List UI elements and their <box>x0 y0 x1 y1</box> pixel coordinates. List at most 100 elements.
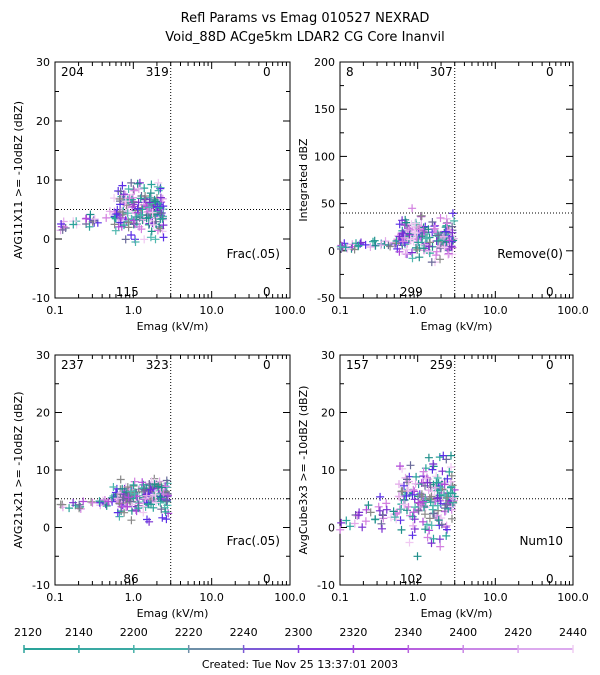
count-top-mid: 319 <box>146 65 169 79</box>
scatter-point <box>441 227 450 236</box>
count-bottom-right: 0 <box>546 285 554 299</box>
scatter-point <box>412 243 420 252</box>
scatter-point <box>369 237 377 246</box>
scatter-point <box>428 218 437 226</box>
scatter-point <box>81 214 90 223</box>
scatter-markers <box>56 474 173 526</box>
scatter-point <box>423 533 432 542</box>
scatter-point <box>405 538 414 547</box>
scatter-point <box>438 467 447 476</box>
scatter-point <box>432 251 441 260</box>
figure-title-line2: Void_88D ACge5km LDAR2 CG Core Inanvil <box>165 30 445 45</box>
scatter-point <box>336 242 345 251</box>
scatter-point <box>400 481 408 490</box>
scatter-point <box>375 506 384 515</box>
scatter-point <box>429 534 438 543</box>
colorbar-label: 2420 <box>504 626 532 639</box>
scatter-point <box>447 242 456 251</box>
scatter-point <box>398 237 407 246</box>
scatter-point <box>158 513 167 522</box>
colorbar-label: 2340 <box>394 626 422 639</box>
scatter-point <box>417 211 426 220</box>
scatter-point <box>137 225 146 234</box>
scatter-point <box>117 206 126 215</box>
scatter-point <box>424 453 433 462</box>
scatter-point <box>434 231 443 240</box>
y-tick-label: 20 <box>36 115 50 128</box>
scatter-point <box>120 221 128 230</box>
scatter-point <box>395 247 404 256</box>
scatter-point <box>142 491 151 500</box>
scatter-point <box>386 242 395 251</box>
scatter-point <box>151 235 160 244</box>
scatter-point <box>127 516 136 525</box>
scatter-point <box>447 463 455 472</box>
colorbar-label: 2140 <box>65 626 93 639</box>
panel-p3: 0.1 1.0 10.0 100.0 -10 0 10 20 30 Emag (kV/m) AVG2… <box>12 349 306 620</box>
scatter-point <box>411 503 420 512</box>
scatter-point <box>133 204 142 213</box>
x-tick-label: 1.0 <box>125 304 143 317</box>
y-tick-label: 0 <box>328 245 335 258</box>
scatter-point <box>417 492 426 501</box>
scatter-point <box>154 482 163 491</box>
scatter-point <box>433 474 442 482</box>
y-tick-label: -10 <box>32 579 50 592</box>
scatter-point <box>435 453 444 462</box>
colorbar-label: 2440 <box>559 626 587 639</box>
scatter-point <box>105 207 114 216</box>
scatter-point <box>426 498 435 507</box>
scatter-point <box>123 483 132 492</box>
scatter-point <box>408 254 417 263</box>
scatter-point <box>370 236 379 245</box>
scatter-point <box>143 515 151 524</box>
scatter-point <box>58 225 67 234</box>
scatter-point <box>414 238 423 247</box>
x-tick-label: 10.0 <box>483 304 508 317</box>
colorbar-label: 2120 <box>14 626 42 639</box>
x-axis-label: Emag (kV/m) <box>137 607 209 620</box>
scatter-point <box>378 510 387 519</box>
scatter-point <box>110 220 119 229</box>
scatter-point <box>408 490 417 499</box>
scatter-point <box>353 511 362 520</box>
scatter-point <box>128 203 137 211</box>
scatter-point <box>118 181 127 190</box>
scatter-point <box>140 184 149 193</box>
scatter-point <box>444 250 453 259</box>
colorbar-label: 2320 <box>339 626 367 639</box>
scatter-point <box>371 241 380 250</box>
scatter-point <box>413 245 422 254</box>
scatter-point <box>425 494 434 503</box>
scatter-point <box>336 525 345 534</box>
scatter-point <box>124 493 133 502</box>
scatter-point <box>121 235 130 244</box>
scatter-point <box>445 236 454 245</box>
y-tick-label: 0 <box>328 522 335 535</box>
scatter-point <box>419 467 428 476</box>
panel-annotation: Frac(.05) <box>227 247 280 261</box>
scatter-point <box>397 525 406 534</box>
scatter-point <box>146 189 155 198</box>
scatter-point <box>144 500 153 509</box>
count-top-mid: 307 <box>430 65 453 79</box>
scatter-point <box>132 213 141 221</box>
scatter-point <box>425 526 434 535</box>
colorbar: 2120 2140 2200 2220 2240 2300 2320 2340 2400 2420… <box>14 626 587 653</box>
x-tick-label: 1.0 <box>409 304 427 317</box>
scatter-point <box>436 214 445 222</box>
colorbar-label: 2300 <box>285 626 313 639</box>
scatter-point <box>366 243 375 251</box>
scatter-point <box>354 511 363 520</box>
scatter-point <box>436 255 444 264</box>
scatter-point <box>159 233 168 242</box>
scatter-point <box>56 500 65 509</box>
count-bottom-mid: 86 <box>123 572 138 586</box>
scatter-point <box>127 231 136 239</box>
y-tick-label: 0 <box>43 522 50 535</box>
scatter-markers <box>336 204 459 267</box>
y-tick-label: 30 <box>321 349 335 362</box>
scatter-point <box>421 510 429 519</box>
scatter-point <box>146 485 155 494</box>
